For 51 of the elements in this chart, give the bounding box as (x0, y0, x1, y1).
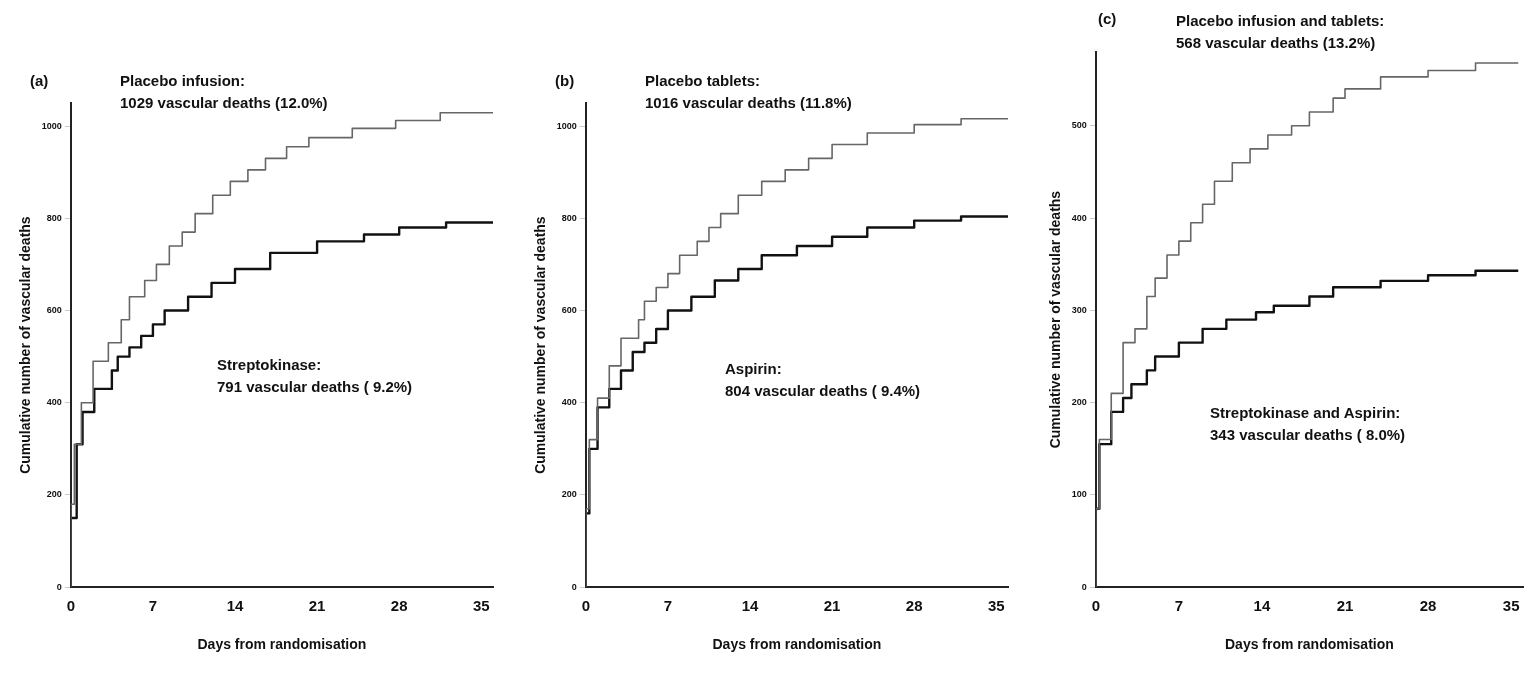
x-tick-label: 28 (390, 597, 408, 615)
x-tick-label: 21 (1336, 597, 1354, 615)
y-tick-label: 500 (1071, 120, 1087, 131)
y-tick-label: 200 (561, 489, 577, 500)
text: Placebo infusion and tablets: 568 vascular deaths (13.2%) (1176, 12, 1385, 52)
x-axis-title: Days from randomisation (712, 636, 882, 653)
x-tick-label: 0 (1091, 597, 1100, 615)
y-tick-label: 0 (571, 581, 577, 592)
x-axis-title: Days from randomisation (1224, 636, 1394, 653)
y-axis-title: Cumulative number of vascular deaths (17, 216, 34, 474)
x-tick-label: 0 (66, 597, 75, 615)
y-tick-label: 300 (1071, 304, 1087, 315)
chart-title: (a) (30, 72, 49, 90)
x-tick-label: 7 (1174, 597, 1184, 615)
annotation: Aspirin: 804 vascular deaths ( 9.4%) (725, 360, 921, 400)
y-axis-title: Cumulative number of vascular deaths (532, 216, 549, 474)
y-tick-label: 0 (1081, 581, 1087, 592)
y-tick-label: 800 (561, 212, 577, 223)
y-tick-label: 400 (561, 397, 577, 408)
x-tick-label: 21 (308, 597, 326, 615)
y-tick-label: 1000 (556, 120, 577, 131)
y-tick-label: 100 (1071, 489, 1087, 500)
x-tick-label: 7 (148, 597, 158, 615)
x-tick-label: 35 (472, 597, 490, 615)
chart-title: (c) (1098, 10, 1117, 28)
y-tick-label: 800 (46, 212, 62, 223)
y-tick-label: 400 (1071, 212, 1087, 223)
y-tick-label: 0 (56, 581, 62, 592)
y-axis-title: Cumulative number of vascular deaths (1047, 190, 1064, 449)
x-tick-label: 7 (663, 597, 673, 615)
annotation: Placebo tablets: 1016 vascular deaths (11.8%) (645, 72, 852, 112)
y-tick-label: 600 (561, 305, 577, 315)
x-tick-label: 14 (226, 597, 244, 615)
y-tick-label: 400 (46, 397, 62, 408)
x-axis-title: Days from randomisation (197, 636, 367, 653)
x-tick-label: 35 (1502, 597, 1520, 615)
y-tick-label: 1000 (41, 120, 62, 131)
annotation: Placebo infusion: 1029 vascular deaths (12.0%) (120, 72, 328, 112)
x-tick-label: 28 (1419, 597, 1437, 615)
chart-title: (b) (555, 72, 575, 90)
y-tick-label: 200 (46, 489, 62, 500)
x-tick-label: 28 (905, 597, 923, 615)
x-tick-label: 14 (1253, 597, 1271, 615)
y-tick-label: 200 (1071, 397, 1087, 408)
x-tick-label: 14 (741, 597, 759, 615)
y-tick-label: 600 (46, 305, 62, 315)
x-tick-label: 0 (581, 597, 590, 615)
annotation: Streptokinase and Aspirin: 343 vascular deaths ( 8.0%) (1210, 404, 1406, 444)
annotation: Streptokinase: 791 vascular deaths ( 9.2%) (217, 356, 413, 396)
x-tick-label: 35 (987, 597, 1005, 615)
x-tick-label: 21 (823, 597, 841, 615)
